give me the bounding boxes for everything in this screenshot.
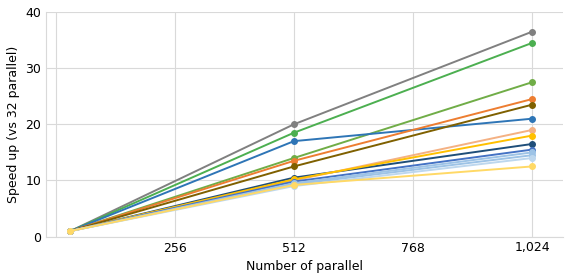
Y-axis label: Speed up (vs 32 parallel): Speed up (vs 32 parallel): [7, 46, 20, 203]
X-axis label: Number of parallel: Number of parallel: [246, 260, 363, 273]
